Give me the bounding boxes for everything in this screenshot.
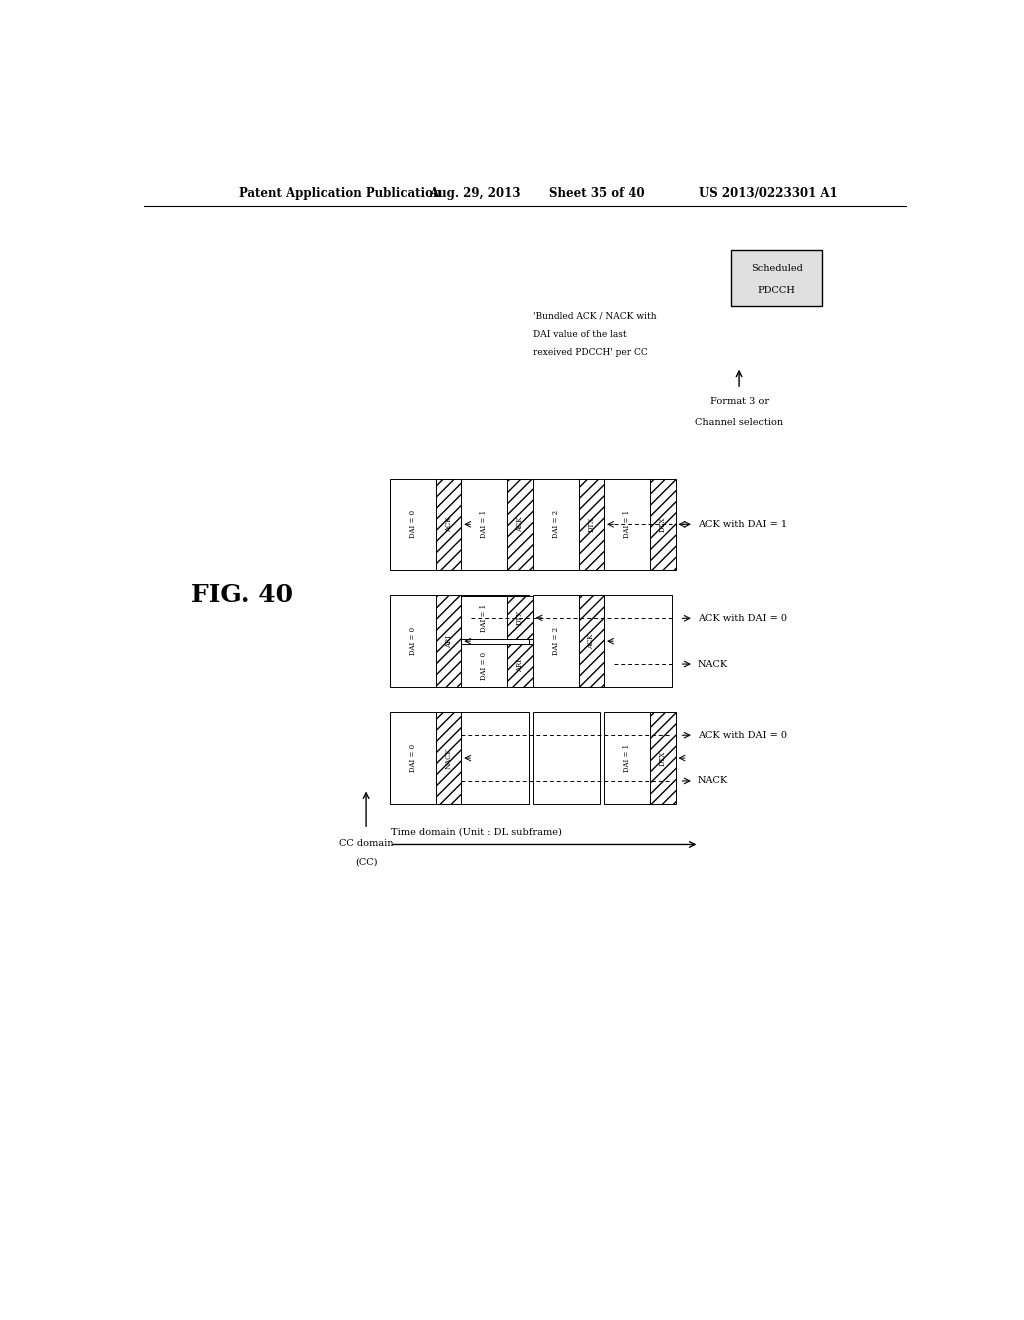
Text: CC domain: CC domain [339,840,393,849]
Text: DTX: DTX [588,516,596,532]
Text: ACK: ACK [444,516,453,532]
Text: PDCCH: PDCCH [758,285,796,294]
Text: Channel selection: Channel selection [695,417,783,426]
Text: DAI = 0: DAI = 0 [409,627,417,655]
FancyBboxPatch shape [390,713,458,804]
FancyBboxPatch shape [507,597,532,639]
FancyBboxPatch shape [532,713,600,804]
Text: ACK with DAI = 0: ACK with DAI = 0 [697,614,786,623]
Text: Time domain (Unit : DL subframe): Time domain (Unit : DL subframe) [391,828,561,837]
FancyBboxPatch shape [462,644,528,686]
FancyBboxPatch shape [579,595,604,686]
Text: DAI = 0: DAI = 0 [480,652,488,680]
FancyBboxPatch shape [390,595,458,686]
FancyBboxPatch shape [462,479,528,570]
Text: Format 3 or: Format 3 or [710,397,769,407]
FancyBboxPatch shape [731,249,822,306]
Text: DAI = 2: DAI = 2 [552,627,560,655]
Text: ACK: ACK [588,634,596,649]
Text: Aug. 29, 2013: Aug. 29, 2013 [430,187,521,201]
FancyBboxPatch shape [507,479,532,570]
Text: DAI = 1: DAI = 1 [480,511,488,539]
Text: DAI = 1: DAI = 1 [480,603,488,632]
FancyBboxPatch shape [462,713,528,804]
Text: rexeived PDCCH' per CC: rexeived PDCCH' per CC [532,348,647,356]
Text: ACK with DAI = 1: ACK with DAI = 1 [697,520,786,529]
FancyBboxPatch shape [390,479,458,570]
Text: NACK: NACK [697,660,728,668]
FancyBboxPatch shape [532,479,600,570]
Text: NACK: NACK [444,747,453,768]
FancyBboxPatch shape [604,713,672,804]
Text: ARI: ARI [516,659,524,672]
Text: DAI = 1: DAI = 1 [624,744,631,772]
FancyBboxPatch shape [604,479,672,570]
Text: Sheet 35 of 40: Sheet 35 of 40 [549,187,644,201]
Text: DTX: DTX [658,751,667,766]
Text: (CC): (CC) [355,858,377,867]
Text: ARI: ARI [444,635,453,648]
Text: DTX: DTX [658,516,667,532]
Text: DAI = 2: DAI = 2 [552,511,560,539]
Text: DAI = 1: DAI = 1 [624,511,631,539]
Text: DTX: DTX [516,610,524,626]
FancyBboxPatch shape [532,595,600,686]
Text: DAI = 0: DAI = 0 [409,744,417,772]
Text: Scheduled: Scheduled [751,264,803,273]
FancyBboxPatch shape [462,595,528,686]
FancyBboxPatch shape [436,479,462,570]
Text: NACK: NACK [697,776,728,785]
FancyBboxPatch shape [436,595,462,686]
Text: DAI = 0: DAI = 0 [409,511,417,539]
Text: DAI value of the last: DAI value of the last [532,330,627,339]
FancyBboxPatch shape [604,595,672,686]
FancyBboxPatch shape [579,479,604,570]
FancyBboxPatch shape [650,479,676,570]
FancyBboxPatch shape [462,597,528,639]
Text: Patent Application Publication: Patent Application Publication [240,187,441,201]
Text: ACK: ACK [516,516,524,532]
FancyBboxPatch shape [507,644,532,686]
FancyBboxPatch shape [650,713,676,804]
Text: US 2013/0223301 A1: US 2013/0223301 A1 [699,187,838,201]
Text: ACK with DAI = 0: ACK with DAI = 0 [697,731,786,739]
Text: FIG. 40: FIG. 40 [191,583,294,607]
Text: 'Bundled ACK / NACK with: 'Bundled ACK / NACK with [532,312,656,321]
FancyBboxPatch shape [436,713,462,804]
